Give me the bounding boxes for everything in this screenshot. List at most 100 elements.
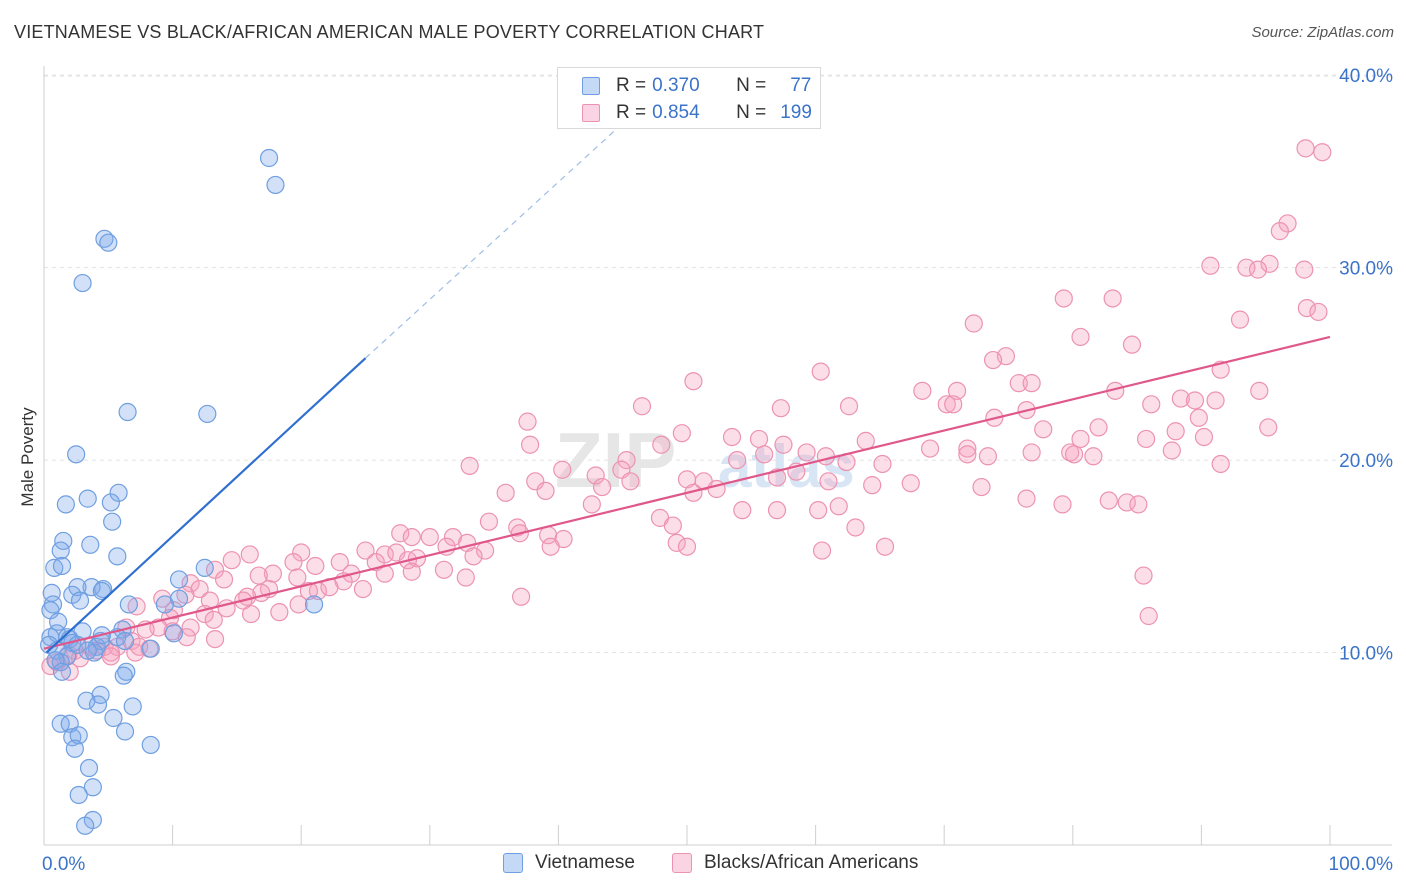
legend-label: Vietnamese — [535, 852, 635, 873]
data-point-blacks — [240, 545, 259, 564]
legend-item-vietnamese: Vietnamese — [503, 852, 635, 874]
data-point-blacks — [292, 543, 311, 562]
data-point-blacks — [181, 574, 200, 593]
data-point-blacks — [733, 501, 752, 520]
data-point-blacks — [1071, 327, 1090, 347]
legend-r-value: 0.370 — [652, 75, 700, 96]
series-legend: Vietnamese Blacks/African Americans — [0, 852, 1406, 878]
data-point-blacks — [873, 454, 892, 474]
data-point-blacks — [771, 399, 790, 418]
data-point-vietnamese — [104, 708, 123, 728]
data-point-blacks — [1185, 391, 1205, 410]
data-point-blacks — [964, 314, 983, 333]
data-point-blacks — [1260, 254, 1279, 273]
legend-n-label: N = — [736, 75, 767, 96]
data-point-blacks — [1017, 489, 1036, 508]
data-point-blacks — [972, 477, 991, 497]
data-point-blacks — [582, 495, 601, 514]
data-point-blacks — [1022, 374, 1041, 393]
data-point-vietnamese — [78, 489, 97, 508]
data-point-vietnamese — [82, 578, 101, 597]
chart-title: VIETNAMESE VS BLACK/AFRICAN AMERICAN MAL… — [14, 22, 765, 42]
data-point-blacks — [289, 595, 308, 614]
data-point-blacks — [1309, 302, 1328, 322]
legend-r-label: R = — [616, 102, 647, 123]
legend-row-blacks: R = 0.854 N = 199 — [582, 101, 812, 125]
data-point-blacks — [1054, 289, 1073, 308]
data-point-blacks — [819, 472, 838, 491]
data-point-vietnamese — [118, 402, 137, 422]
data-point-vietnamese — [103, 512, 122, 531]
data-point-vietnamese — [79, 758, 99, 778]
legend-n-label: N = — [736, 102, 767, 123]
data-point-blacks — [829, 497, 848, 516]
data-point-blacks — [270, 603, 289, 622]
data-point-blacks — [809, 501, 828, 520]
data-point-blacks — [839, 397, 859, 416]
data-point-blacks — [241, 604, 261, 624]
data-point-blacks — [1166, 422, 1185, 441]
legend-swatch-pink — [582, 104, 600, 122]
data-point-blacks — [222, 551, 241, 570]
data-point-blacks — [1099, 491, 1118, 510]
data-point-blacks — [553, 460, 572, 479]
data-point-blacks — [1194, 427, 1214, 447]
data-point-vietnamese — [304, 595, 324, 614]
data-point-blacks — [1296, 139, 1315, 158]
data-point-blacks — [707, 479, 726, 499]
data-point-blacks — [913, 381, 932, 400]
y-axis-title: Male Poverty — [18, 407, 37, 507]
x-tick-label: 0.0% — [42, 854, 85, 875]
data-point-blacks — [944, 395, 963, 414]
data-point-vietnamese — [115, 722, 135, 741]
y-tick-label: 30.0% — [1339, 259, 1393, 280]
data-point-blacks — [663, 516, 682, 535]
legend-label: Blacks/African Americans — [704, 852, 919, 873]
legend-swatch-blue — [503, 853, 523, 873]
data-point-blacks — [288, 568, 307, 587]
trend-lines — [43, 122, 1331, 654]
data-point-vietnamese — [88, 695, 108, 714]
data-point-blacks — [353, 579, 373, 599]
data-point-blacks — [402, 562, 421, 581]
legend-n-value: 77 — [790, 75, 812, 96]
data-point-vietnamese — [73, 273, 92, 293]
y-tick-label: 40.0% — [1339, 66, 1393, 87]
legend-r-label: R = — [616, 75, 647, 96]
data-point-vietnamese — [63, 728, 82, 747]
data-point-blacks — [749, 429, 769, 449]
data-point-blacks — [811, 362, 830, 381]
data-point-blacks — [306, 556, 325, 576]
data-point-blacks — [434, 560, 454, 579]
data-point-blacks — [263, 564, 283, 583]
series-blacks-points — [41, 139, 1332, 681]
data-point-blacks — [1171, 389, 1190, 408]
data-point-vietnamese — [115, 631, 135, 651]
data-point-blacks — [299, 581, 319, 601]
axes-layer — [43, 66, 1392, 846]
data-point-blacks — [875, 537, 895, 556]
data-point-blacks — [958, 439, 977, 458]
axis-labels: 10.0% 20.0% 30.0% 40.0% 0.0% 100.0% — [42, 66, 1393, 875]
source-label: Source: ZipAtlas.com — [1251, 24, 1394, 41]
data-point-vietnamese — [85, 643, 104, 662]
data-point-vietnamese — [49, 612, 68, 631]
data-point-blacks — [496, 483, 515, 502]
data-point-blacks — [402, 527, 421, 547]
data-point-blacks — [204, 610, 223, 629]
data-point-blacks — [518, 412, 537, 431]
data-point-vietnamese — [46, 651, 65, 670]
data-point-vietnamese — [78, 641, 97, 660]
data-point-blacks — [214, 570, 234, 589]
data-point-vietnamese — [119, 595, 138, 614]
data-point-vietnamese — [52, 662, 72, 681]
data-point-vietnamese — [101, 493, 120, 512]
data-point-vietnamese — [67, 445, 86, 464]
data-point-blacks — [1022, 443, 1041, 462]
data-point-vietnamese — [92, 581, 111, 601]
data-point-blacks — [1089, 418, 1108, 437]
data-point-blacks — [284, 553, 303, 572]
trend-line-vietnamese — [45, 357, 367, 654]
data-point-blacks — [1211, 454, 1230, 474]
data-point-blacks — [1248, 260, 1268, 279]
